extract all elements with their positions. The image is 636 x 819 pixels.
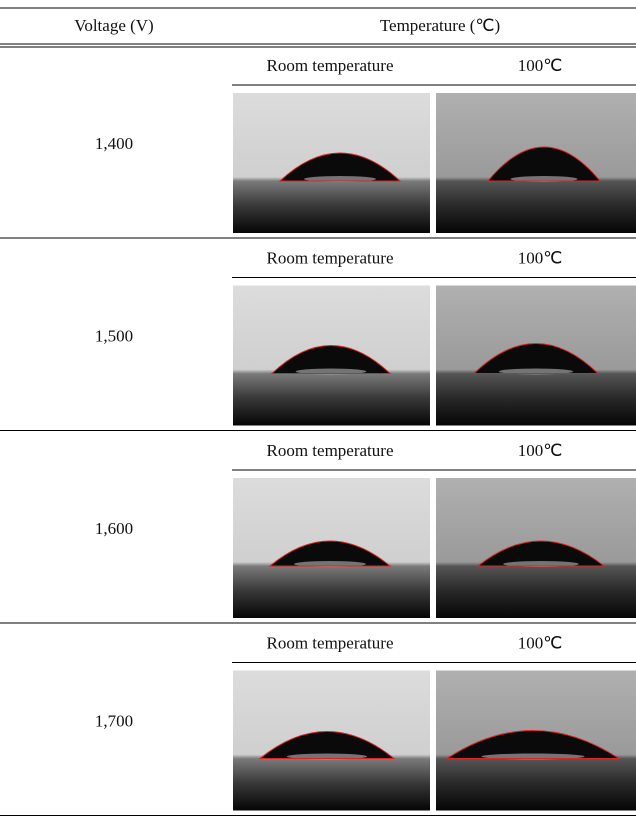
- condition-label: Room temperature: [267, 441, 394, 460]
- condition-label: 100℃: [518, 248, 563, 267]
- condition-label: 100℃: [518, 441, 563, 460]
- condition-label: 100℃: [518, 633, 563, 652]
- condition-label: Room temperature: [267, 56, 394, 75]
- condition-label: Room temperature: [267, 633, 394, 652]
- voltage-cell: 1,500: [95, 326, 133, 345]
- voltage-cell: 1,600: [95, 519, 133, 538]
- condition-label: Room temperature: [267, 248, 394, 267]
- header-temperature: Temperature (℃): [380, 16, 500, 35]
- voltage-cell: 1,400: [95, 134, 133, 153]
- header-voltage: Voltage (V): [74, 16, 153, 35]
- table: Voltage (V) Temperature (℃) 1,400 Room te…: [0, 0, 636, 819]
- condition-label: 100℃: [518, 56, 563, 75]
- voltage-cell: 1,700: [95, 711, 133, 730]
